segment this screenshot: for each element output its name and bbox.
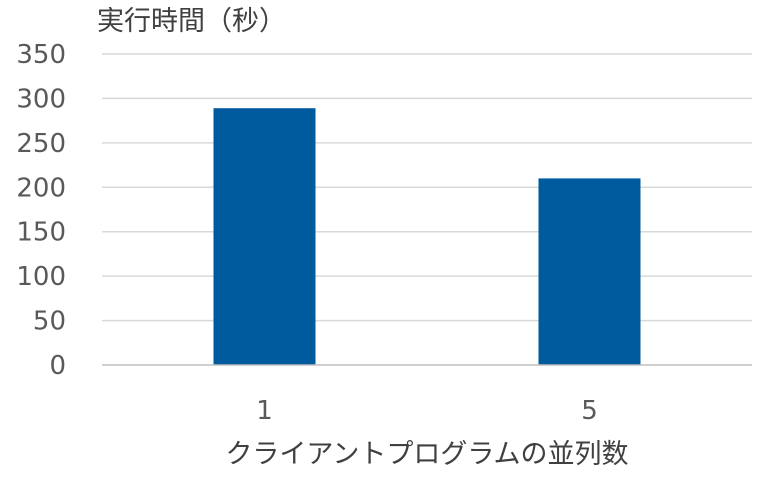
x-tick-label: 5 [581, 396, 598, 426]
y-tick-label: 0 [49, 351, 66, 381]
y-tick-label: 150 [16, 218, 66, 248]
y-tick-label: 300 [16, 84, 66, 114]
y-axis-title: 実行時間（秒） [97, 6, 286, 37]
bar-1 [213, 108, 316, 366]
y-axis-ticks: 0 50 100 150 200 250 300 350 [16, 40, 66, 381]
y-tick-label: 250 [16, 129, 66, 159]
y-tick-label: 50 [33, 307, 66, 337]
bar-5 [538, 178, 641, 365]
y-tick-label: 100 [16, 262, 66, 292]
y-tick-label: 350 [16, 40, 66, 70]
x-axis-title: クライアントプログラムの並列数 [225, 439, 628, 470]
y-tick-label: 200 [16, 173, 66, 203]
x-tick-label: 1 [256, 396, 273, 426]
gridlines [102, 53, 752, 322]
bars [213, 108, 641, 366]
